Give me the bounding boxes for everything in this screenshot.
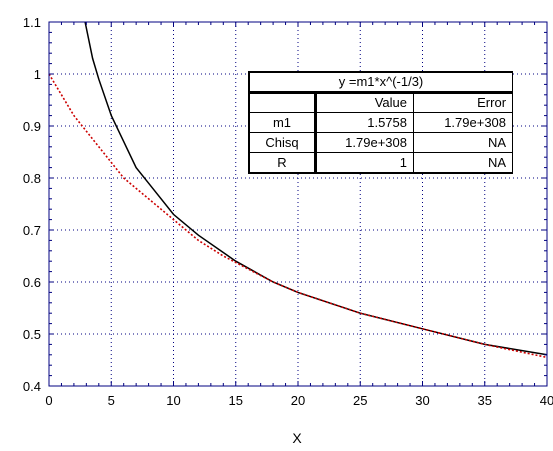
y-tick-label: 0.4 xyxy=(23,379,41,394)
x-tick-label: 25 xyxy=(353,393,367,408)
row-value: 1 xyxy=(315,152,414,173)
row-error: NA xyxy=(412,152,514,173)
fit-curve-line xyxy=(84,21,548,356)
y-tick-label: 1 xyxy=(34,67,41,82)
header-error: Error xyxy=(412,92,514,113)
table-row: Chisq 1.79e+308 NA xyxy=(249,132,514,153)
y-tick-label: 1.1 xyxy=(23,15,41,30)
x-tick-label: 15 xyxy=(229,393,243,408)
y-tick-labels: 0.4 0.5 0.6 0.7 0.8 0.9 1 1.1 xyxy=(23,15,41,394)
x-tick-label: 30 xyxy=(415,393,429,408)
header-value: Value xyxy=(315,92,414,113)
series-layer xyxy=(48,21,548,359)
row-value: 1.79e+308 xyxy=(315,132,414,153)
x-tick-label: 35 xyxy=(478,393,492,408)
x-tick-label: 40 xyxy=(540,393,553,408)
row-error: 1.79e+308 xyxy=(412,112,514,133)
fit-results-table: y =m1*x^(-1/3) Value Error m1 1.5758 1.7… xyxy=(248,71,514,174)
x-tick-label: 10 xyxy=(166,393,180,408)
x-tick-label: 5 xyxy=(108,393,115,408)
row-error: NA xyxy=(412,132,514,153)
table-row: m1 1.5758 1.79e+308 xyxy=(249,112,514,133)
row-label: R xyxy=(249,152,317,173)
data-curve-line xyxy=(48,73,548,359)
y-tick-label: 0.5 xyxy=(23,327,41,342)
row-label: Chisq xyxy=(249,132,317,153)
header-corner-cell xyxy=(249,92,317,113)
x-tick-label: 0 xyxy=(45,393,52,408)
table-row: R 1 NA xyxy=(249,152,514,173)
y-tick-label: 0.7 xyxy=(23,223,41,238)
x-tick-labels: 0 5 10 15 20 25 30 35 40 xyxy=(45,393,553,408)
y-tick-label: 0.9 xyxy=(23,119,41,134)
x-tick-label: 20 xyxy=(291,393,305,408)
row-value: 1.5758 xyxy=(315,112,414,133)
y-tick-label: 0.6 xyxy=(23,275,41,290)
fit-equation-title: y =m1*x^(-1/3) xyxy=(248,72,514,94)
row-label: m1 xyxy=(249,112,317,133)
tick-marks xyxy=(48,21,548,387)
y-tick-label: 0.8 xyxy=(23,171,41,186)
table-row: Value Error xyxy=(249,92,514,113)
x-axis-label: X xyxy=(292,430,302,446)
